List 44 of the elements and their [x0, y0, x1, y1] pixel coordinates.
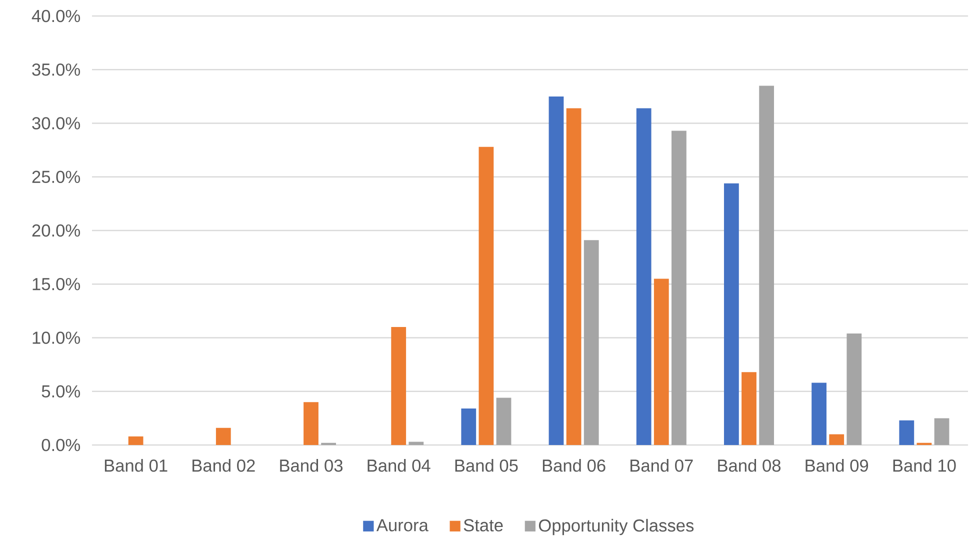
x-tick-label: Band 04 [368, 459, 430, 472]
y-tick-label: 35.0% [32, 63, 80, 76]
y-tick-label: 10.0% [32, 332, 80, 344]
bar [654, 278, 669, 445]
bar [584, 240, 599, 445]
y-tick-label: 25.0% [32, 170, 80, 184]
bar [724, 183, 739, 445]
y-tick-label: 0.0% [42, 438, 80, 452]
bar [304, 402, 318, 445]
bar [216, 428, 231, 445]
x-tick-label: Band 09 [806, 459, 868, 472]
bar [742, 372, 756, 445]
bar [636, 108, 652, 445]
bar [496, 398, 512, 445]
bar [672, 130, 686, 445]
bar [478, 146, 494, 445]
x-tick-label: Band 08 [718, 459, 781, 472]
bar [812, 382, 826, 445]
bar [128, 436, 144, 445]
legend-label: Opportunity Classes [538, 518, 694, 536]
x-tick-label: Band 02 [192, 459, 255, 472]
bar [461, 408, 476, 445]
x-tick-label: Band 05 [455, 459, 518, 472]
y-tick-label: 20.0% [32, 224, 80, 237]
legend-label: State [464, 519, 503, 532]
bar [566, 108, 582, 445]
x-tick-label: Band 06 [542, 459, 606, 472]
bar [548, 96, 564, 445]
bar [934, 418, 950, 445]
x-tick-label: Band 03 [280, 459, 343, 472]
x-tick-label: Band 01 [104, 459, 168, 472]
bar [829, 434, 844, 445]
bar [899, 420, 914, 445]
y-tick-label: 5.0% [42, 385, 80, 398]
y-tick-label: 40.0% [32, 10, 80, 22]
bar [759, 86, 774, 445]
bar [846, 333, 862, 445]
y-tick-label: 30.0% [32, 117, 80, 130]
bar [391, 327, 406, 445]
x-tick-label: Band 10 [893, 459, 956, 472]
bar [408, 442, 424, 445]
y-tick-label: 15.0% [32, 278, 80, 290]
x-tick-label: Band 07 [630, 459, 693, 472]
legend-label: Aurora [376, 519, 428, 532]
